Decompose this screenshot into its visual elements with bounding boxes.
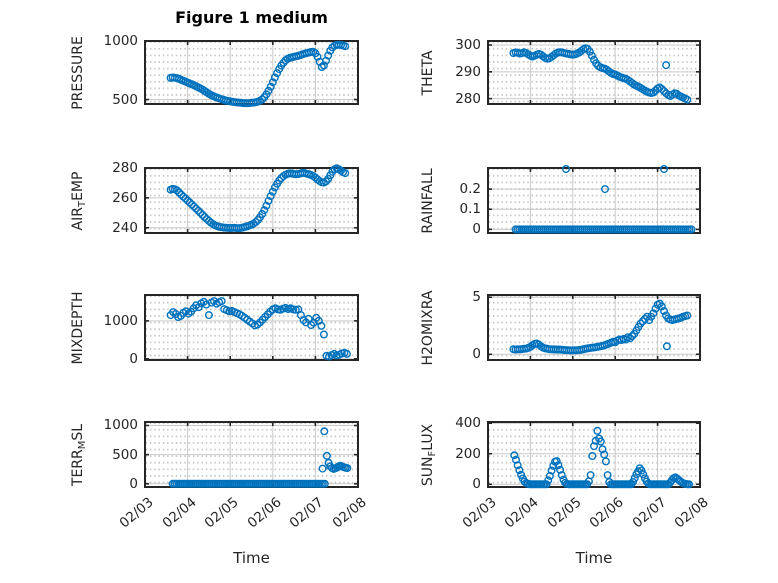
y-axis-label: THETA <box>420 50 436 95</box>
y-tick-label: 280 <box>112 160 138 176</box>
minor-grid <box>146 42 357 103</box>
plot-svg <box>144 40 359 108</box>
data-points <box>509 299 692 355</box>
plot-svg <box>144 164 359 234</box>
y-tick-label: 290 <box>455 63 481 80</box>
y-axis-label: AIRTEMP <box>70 171 88 230</box>
y-label-text: EMP <box>70 171 86 201</box>
y-tick-label: 400 <box>455 415 481 432</box>
y-tick-label: 1000 <box>103 417 138 434</box>
data-points <box>166 297 351 361</box>
y-tick-label: 1000 <box>103 312 138 329</box>
y-tick-label: 280 <box>455 90 481 107</box>
y-label-subscript: M <box>77 440 88 449</box>
y-label-text: RAINFALL <box>420 167 436 234</box>
y-tick-label: 0 <box>129 350 138 367</box>
y-label-text: PRESSURE <box>70 35 86 110</box>
y-tick-label: 200 <box>455 445 481 462</box>
data-points <box>511 164 696 234</box>
plot-svg <box>144 421 359 488</box>
y-axis-label: PRESSURE <box>70 36 86 110</box>
data-points <box>510 426 693 489</box>
minor-grid <box>489 42 699 103</box>
y-tick-label: 0.2 <box>459 181 481 198</box>
plot-svg <box>144 294 359 361</box>
data-points <box>168 427 352 488</box>
y-axis-label: H2OMIXRA <box>420 290 436 365</box>
y-tick-label: 260 <box>112 189 138 206</box>
y-label-subscript: T <box>77 200 88 207</box>
y-tick-label: 300 <box>455 37 481 54</box>
y-tick-label: 500 <box>112 446 138 463</box>
y-tick-label: 0.1 <box>459 201 481 218</box>
data-points <box>509 44 692 104</box>
y-tick-label: 5 <box>472 289 481 306</box>
y-axis-label: TERRMSL <box>70 423 88 486</box>
plot-svg <box>487 421 701 489</box>
y-tick-label: 0 <box>472 476 481 493</box>
minor-grid <box>489 169 699 232</box>
y-axis-label: SUNFLUX <box>420 423 438 486</box>
y-label-subscript: F <box>427 450 438 457</box>
y-axis-label: MIXDEPTH <box>70 291 86 364</box>
y-tick-label: 0 <box>472 346 481 363</box>
plot-svg <box>487 164 701 234</box>
y-label-text: SL <box>70 423 86 441</box>
plot-svg <box>487 294 701 361</box>
plot-svg <box>487 40 701 105</box>
y-label-text: AIR <box>70 206 86 230</box>
y-label-text: LUX <box>420 423 436 451</box>
y-label-text: MIXDEPTH <box>70 291 86 364</box>
data-points <box>166 40 350 108</box>
y-tick-label: 500 <box>112 91 138 108</box>
y-label-text: THETA <box>420 50 436 95</box>
y-tick-label: 1000 <box>103 33 138 49</box>
y-axis-label: RAINFALL <box>420 168 436 233</box>
y-label-text: SUN <box>420 456 436 486</box>
data-points <box>166 164 350 233</box>
y-tick-label: 0 <box>129 475 138 492</box>
figure-title: Figure 1 medium <box>175 8 328 27</box>
y-tick-label: 0 <box>472 221 481 238</box>
y-tick-label: 240 <box>112 219 138 236</box>
x-axis-label-right: Time <box>575 549 613 567</box>
x-axis-label-left: Time <box>233 549 270 567</box>
y-label-text: H2OMIXRA <box>420 290 436 365</box>
y-label-text: TERR <box>70 448 86 486</box>
